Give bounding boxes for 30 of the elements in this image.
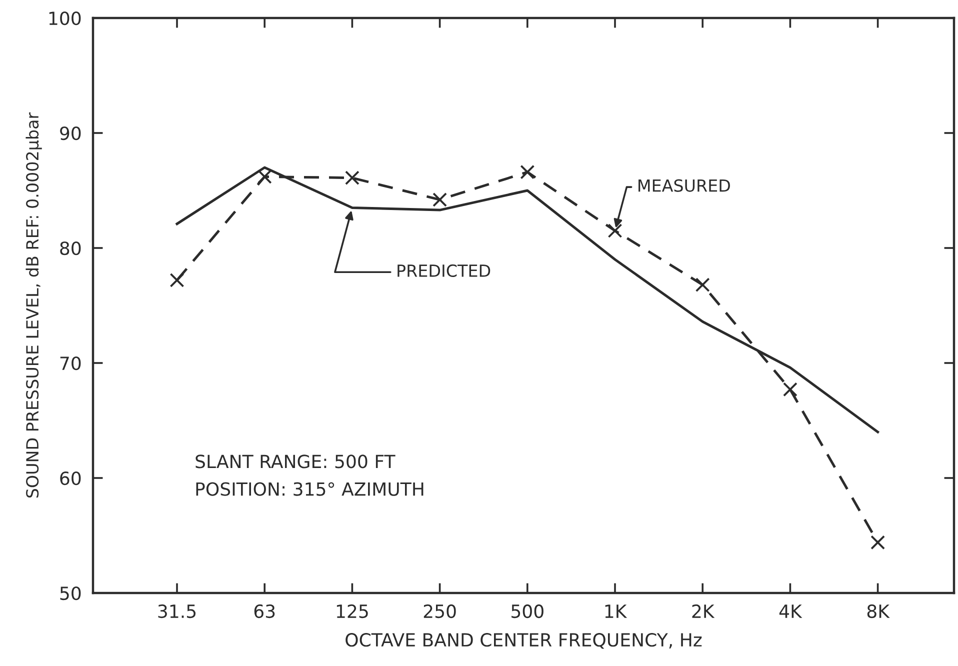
x-tick-label: 63 [254, 604, 275, 618]
x-tick-label: 500 [512, 604, 544, 618]
point [257, 169, 272, 184]
point [344, 170, 360, 186]
x-tick-label: 125 [336, 604, 368, 618]
annotation: PREDICTED [398, 264, 490, 277]
point [608, 224, 622, 238]
y-axis-title: SOUND PRESSURE LEVEL, dB REF: 0.0002μbar [26, 112, 42, 498]
y-tick-label: 70 [60, 356, 81, 370]
x-tick-label: 8K [867, 604, 890, 618]
y-tick-label: 60 [60, 471, 81, 486]
annotation: SLANT RANGE: 500 FT [196, 454, 396, 468]
x-tick-label: 2K [692, 604, 715, 618]
point [782, 382, 798, 397]
point [520, 164, 535, 180]
x-tick-label: 1K [605, 604, 628, 618]
y-tick-label: 90 [60, 126, 81, 140]
x-tick-label: 4K [779, 604, 802, 618]
x-axis-title: OCTAVE BAND CENTER FREQUENCY, Hz [346, 633, 702, 649]
y-tick-label: 80 [60, 241, 81, 256]
point [432, 192, 448, 207]
y-tick-label: 100 [49, 11, 81, 26]
y-tick-label: 50 [60, 586, 81, 600]
point [870, 535, 886, 550]
x-tick-label: 31.5 [158, 604, 196, 618]
point [170, 272, 184, 288]
annotation: MEASURED [638, 179, 730, 192]
x-tick-label: 250 [424, 604, 456, 618]
point [695, 278, 710, 292]
annotation: POSITION: 315° AZIMUTH [196, 482, 424, 496]
